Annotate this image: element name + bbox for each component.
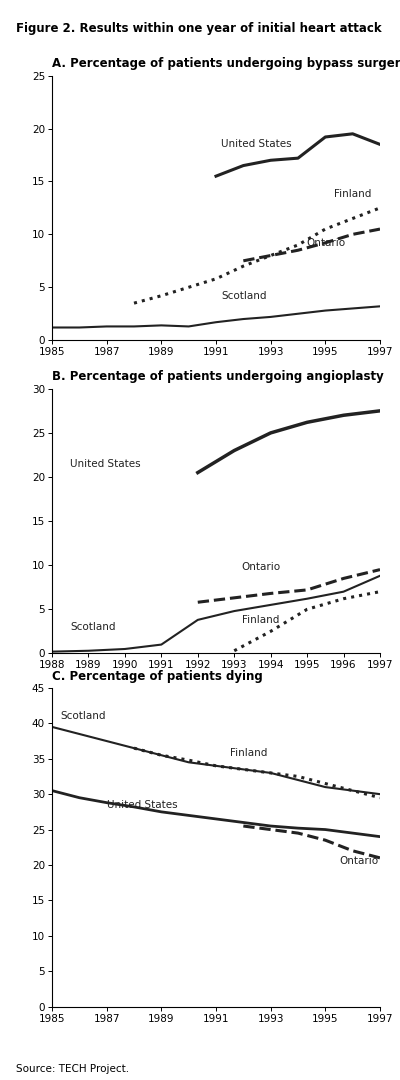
Text: Finland: Finland [230,748,267,758]
Text: United States: United States [222,139,292,149]
Text: Finland: Finland [242,615,279,625]
Text: Ontario: Ontario [339,856,378,866]
Text: Ontario: Ontario [306,238,345,247]
Text: Figure 2. Results within one year of initial heart attack: Figure 2. Results within one year of ini… [16,22,382,35]
Text: Ontario: Ontario [242,562,281,572]
Text: Scotland: Scotland [60,712,106,721]
Text: United States: United States [70,459,141,469]
Text: Scotland: Scotland [222,291,267,300]
Text: Source: TECH Project.: Source: TECH Project. [16,1064,129,1074]
Text: A. Percentage of patients undergoing bypass surgery: A. Percentage of patients undergoing byp… [52,57,400,70]
Text: C. Percentage of patients dying: C. Percentage of patients dying [52,670,263,683]
Text: Scotland: Scotland [70,622,116,632]
Text: United States: United States [107,800,177,810]
Text: B. Percentage of patients undergoing angioplasty: B. Percentage of patients undergoing ang… [52,370,384,383]
Text: Finland: Finland [334,189,371,199]
